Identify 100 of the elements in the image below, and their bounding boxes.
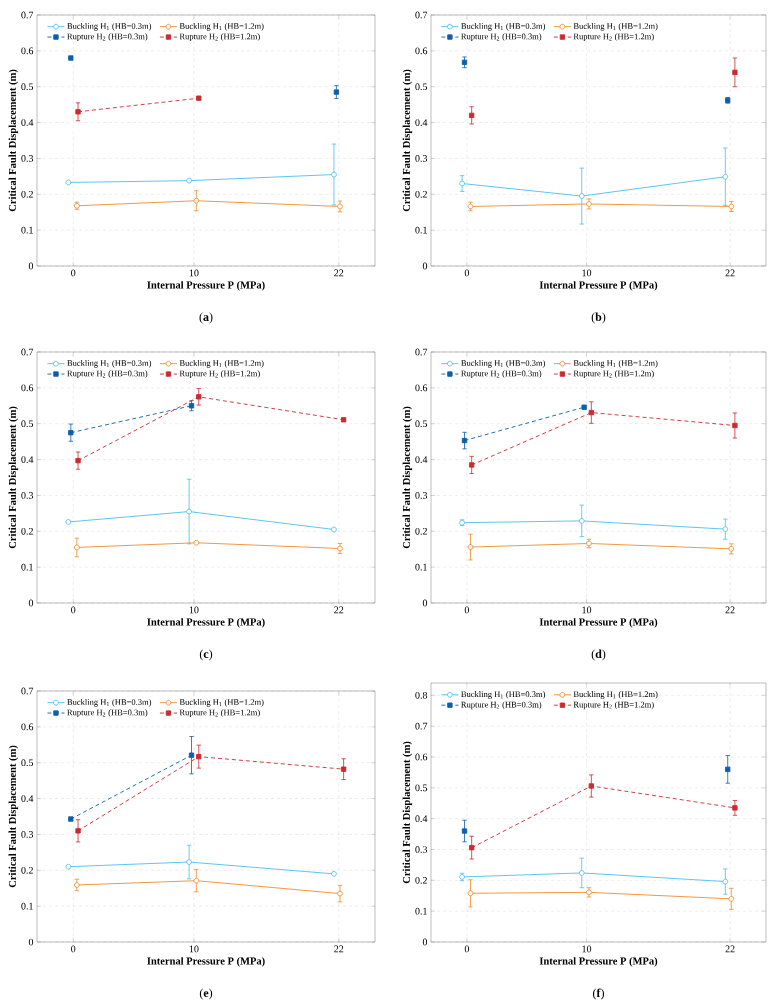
- point: [722, 878, 729, 885]
- x-axis-title: Internal Pressure P (MPa): [147, 957, 265, 967]
- point: [331, 871, 337, 877]
- point: [65, 519, 72, 525]
- legend-label: Rupture H$_{2}$ (HB=1.2m): [179, 33, 260, 42]
- x-axis-title: Internal Pressure P (MPa): [147, 618, 265, 628]
- y-tick-label: 0: [422, 938, 428, 946]
- legend-label: Rupture H$_{2}$ (HB=0.3m): [67, 33, 148, 42]
- point: [186, 508, 192, 515]
- y-tick-label: 0: [28, 262, 34, 270]
- point: [588, 409, 594, 416]
- y-tick-label: 0.6: [21, 723, 34, 731]
- y-tick-label: 0.6: [21, 47, 34, 55]
- x-tick-label: 10: [189, 269, 199, 277]
- point: [65, 863, 72, 870]
- y-tick-label: 0.1: [415, 907, 427, 915]
- point: [467, 890, 474, 897]
- y-axis-title: Critical Fault Displacement (m): [402, 69, 413, 212]
- legend-label: Rupture H$_{2}$ (HB=1.2m): [573, 701, 654, 710]
- point: [337, 890, 343, 897]
- y-tick-label: 0.6: [415, 753, 428, 761]
- x-tick-label: 22: [725, 945, 735, 953]
- text: (c): [199, 649, 213, 661]
- y-axis-title: Critical Fault Displacement (m): [402, 406, 413, 549]
- point: [65, 179, 72, 186]
- point: [331, 171, 337, 178]
- point: [461, 828, 468, 834]
- text: (e): [199, 988, 213, 1000]
- x-tick-label: 22: [334, 945, 344, 953]
- y-tick-label: 0.1: [21, 902, 33, 910]
- point: [73, 544, 80, 551]
- y-tick-label: 0.2: [415, 527, 427, 535]
- point: [581, 404, 587, 410]
- y-tick-label: 0.5: [415, 784, 428, 792]
- x-axis-title: Internal Pressure P (MPa): [539, 618, 658, 628]
- point: [459, 180, 465, 187]
- y-axis-title: Critical Fault Displacement (m): [8, 69, 19, 212]
- point: [75, 457, 81, 464]
- y-tick-label: 0.1: [21, 563, 33, 571]
- y-tick-label: 0.2: [415, 190, 427, 198]
- y-tick-label: 0.4: [415, 815, 428, 823]
- y-tick-label: 0.3: [21, 155, 34, 162]
- y-tick-label: 0.5: [21, 759, 34, 767]
- y-tick-label: 0.1: [21, 226, 33, 234]
- text: (f): [592, 988, 605, 1000]
- point: [340, 417, 347, 423]
- y-axis-title: Critical Fault Displacement (m): [8, 745, 19, 888]
- point: [461, 59, 468, 65]
- legend-label: Buckling H$_{1}$ (HB=1.2m): [573, 691, 658, 699]
- legend-label: Buckling H$_{1}$ (HB=1.2m): [573, 359, 658, 368]
- y-tick-label: 0.5: [21, 83, 34, 91]
- point: [469, 112, 475, 119]
- point: [469, 462, 475, 468]
- y-tick-label: 0.4: [21, 795, 34, 802]
- y-tick-label: 0.7: [21, 11, 34, 19]
- point: [196, 394, 202, 400]
- y-tick-label: 0.7: [415, 348, 428, 356]
- x-tick-label: 0: [464, 269, 470, 277]
- point: [578, 518, 585, 524]
- y-tick-label: 0.2: [21, 190, 33, 198]
- x-axis-title: Internal Pressure P (MPa): [147, 281, 265, 291]
- x-axis-title: Internal Pressure P (MPa): [539, 281, 658, 291]
- y-tick-label: 0.2: [21, 527, 33, 535]
- point: [73, 882, 80, 888]
- legend-label: Buckling H$_{1}$ (HB=0.3m): [461, 691, 546, 699]
- x-tick-label: 22: [334, 606, 344, 614]
- legend-label: Buckling H$_{1}$ (HB=0.3m): [461, 359, 546, 368]
- y-tick-label: 0.6: [415, 47, 428, 55]
- point: [68, 816, 74, 822]
- y-tick-label: 0: [28, 938, 34, 946]
- y-axis-title: Critical Fault Displacement (m): [8, 406, 19, 549]
- x-axis-title: Internal Pressure P (MPa): [539, 957, 658, 967]
- y-tick-label: 0.7: [415, 722, 428, 730]
- y-tick-label: 0.3: [415, 492, 428, 499]
- point: [588, 783, 594, 789]
- legend-label: Buckling H$_{1}$ (HB=1.2m): [573, 22, 658, 31]
- legend-label: Buckling H$_{1}$ (HB=0.3m): [461, 22, 546, 31]
- text: (b): [591, 312, 606, 324]
- x-tick-label: 10: [582, 606, 592, 614]
- y-tick-label: 0: [28, 599, 34, 607]
- x-tick-label: 10: [189, 606, 199, 614]
- y-axis-title: Critical Fault Displacement (m): [402, 741, 413, 884]
- point: [578, 870, 585, 876]
- point: [188, 752, 195, 758]
- point: [196, 753, 202, 760]
- point: [461, 437, 468, 444]
- point: [75, 828, 81, 834]
- legend-label: Buckling H$_{1}$ (HB=0.3m): [67, 359, 152, 368]
- point: [331, 526, 337, 533]
- legend-label: Buckling H$_{1}$ (HB=1.2m): [179, 359, 264, 368]
- y-tick-label: 0.4: [415, 456, 428, 463]
- y-tick-label: 0.7: [415, 11, 428, 19]
- y-tick-label: 0.2: [415, 876, 427, 884]
- legend-label: Rupture H$_{2}$ (HB=0.3m): [67, 370, 148, 379]
- point: [722, 173, 729, 180]
- x-tick-label: 22: [725, 269, 735, 277]
- text: (d): [591, 649, 606, 661]
- x-tick-label: 22: [334, 269, 344, 277]
- legend-label: Buckling H$_{1}$ (HB=1.2m): [179, 698, 264, 707]
- point: [728, 895, 735, 902]
